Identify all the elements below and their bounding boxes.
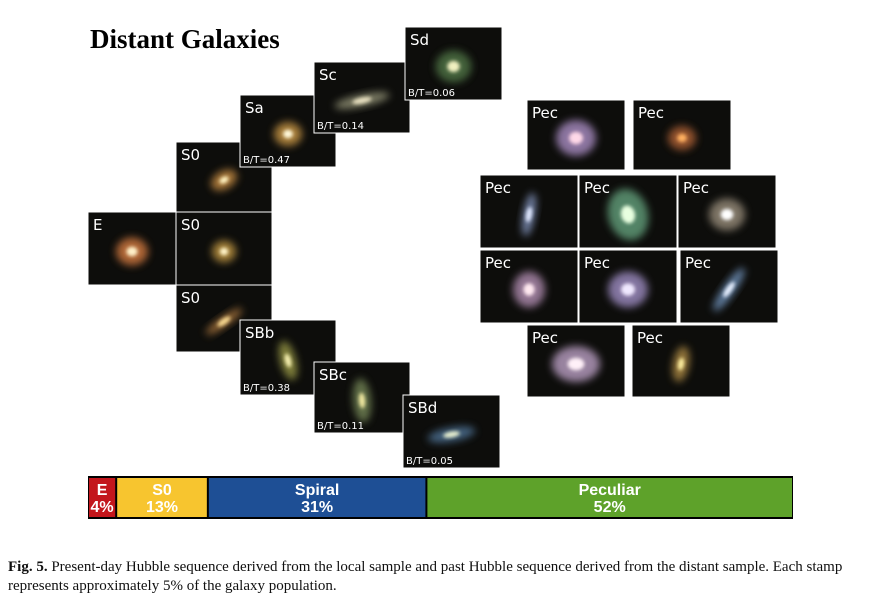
galaxy-core <box>567 357 585 371</box>
galaxy-stamp: Pec <box>679 249 779 324</box>
galaxy-core <box>219 247 229 256</box>
galaxy-core <box>283 129 293 139</box>
caption-text: Present-day Hubble sequence derived from… <box>8 559 843 594</box>
galaxy-stamp: Pec <box>526 324 626 398</box>
stamp-type: Pec <box>638 104 664 122</box>
stamp-type: Sd <box>410 31 429 49</box>
galaxy-core <box>523 283 535 296</box>
galaxy-core <box>720 208 734 221</box>
stamp-type: SBb <box>245 324 274 342</box>
galaxy-core <box>217 316 231 327</box>
segment-name: E <box>97 482 108 499</box>
bar-segment <box>208 478 426 517</box>
galaxy-stamp: Pec <box>578 174 678 249</box>
galaxy-core <box>620 205 636 224</box>
galaxy-core <box>352 96 372 105</box>
galaxy-stamp: E <box>87 211 177 286</box>
bt-ratio: B/T=0.47 <box>243 155 290 166</box>
galaxy-core <box>677 133 687 143</box>
figure: Distant Galaxies E S0 S0 S0 Sa B/T=0.47 Sc B/T=… <box>87 24 793 519</box>
galaxy-core <box>525 206 533 223</box>
galaxy-core <box>447 60 460 73</box>
stamp-type: Pec <box>637 329 663 347</box>
bar-segment <box>117 478 207 517</box>
galaxy-stamp: Pec <box>631 324 731 398</box>
bt-ratio: B/T=0.38 <box>243 383 290 394</box>
stamp-type: Pec <box>532 104 558 122</box>
stamp-type: Pec <box>584 254 610 272</box>
stamp-type: Sc <box>319 66 337 84</box>
segment-name: S0 <box>152 482 172 499</box>
galaxy-stamp: S0 <box>175 211 273 286</box>
galaxy-stamp: Pec <box>479 174 579 249</box>
bar-segment <box>89 478 116 517</box>
bt-ratio: B/T=0.06 <box>408 88 455 99</box>
galaxy-stamp: Sc B/T=0.14 <box>313 61 411 134</box>
galaxy-stamp: Pec <box>578 249 678 324</box>
galaxy-stamp: SBd B/T=0.05 <box>402 394 501 469</box>
figure-title: Distant Galaxies <box>90 24 280 54</box>
stamp-type: Sa <box>245 99 264 117</box>
segment-name: Peculiar <box>579 482 641 499</box>
stamp-background <box>526 324 626 398</box>
stamp-type: SBd <box>408 399 437 417</box>
galaxy-stamp: Pec <box>632 99 732 171</box>
segment-label: 13% <box>146 499 178 516</box>
stamp-type: Pec <box>685 254 711 272</box>
bt-ratio: B/T=0.14 <box>317 121 364 132</box>
bt-ratio: B/T=0.11 <box>317 421 364 432</box>
caption-label: Fig. 5. <box>8 559 48 575</box>
stamp-type: S0 <box>181 289 200 307</box>
galaxy-core <box>219 176 229 184</box>
galaxy-core <box>723 281 735 298</box>
stamp-type: Pec <box>683 179 709 197</box>
stamp-type: S0 <box>181 216 200 234</box>
stamp-type: S0 <box>181 146 200 164</box>
galaxy-stamp: Sd B/T=0.06 <box>404 26 503 101</box>
galaxy-core <box>284 353 292 368</box>
galaxy-stamp: Pec <box>677 174 777 249</box>
segment-name: Spiral <box>295 482 339 499</box>
stamp-type: SBc <box>319 366 347 384</box>
galaxy-core <box>358 392 366 409</box>
stamp-type: E <box>93 216 102 234</box>
galaxy-core <box>677 357 685 371</box>
galaxy-core <box>621 283 635 296</box>
galaxy-stamp: Pec <box>479 249 579 324</box>
stamp-type: Pec <box>485 179 511 197</box>
caption: Fig. 5. Present-day Hubble sequence deri… <box>8 558 878 596</box>
bar-segment <box>427 478 792 517</box>
galaxy-stamp: SBc B/T=0.11 <box>313 361 411 434</box>
galaxy-core <box>126 246 138 257</box>
bt-ratio: B/T=0.05 <box>406 456 453 467</box>
stamp-type: Pec <box>532 329 558 347</box>
segment-label: 52% <box>594 499 626 516</box>
stamp-type: Pec <box>584 179 610 197</box>
segment-label: 4% <box>91 499 114 516</box>
galaxy-stamp: Pec <box>526 99 626 171</box>
stamp-type: Pec <box>485 254 511 272</box>
galaxy-core <box>443 431 460 438</box>
galaxy-core <box>569 131 583 145</box>
segment-label: 31% <box>301 499 333 516</box>
